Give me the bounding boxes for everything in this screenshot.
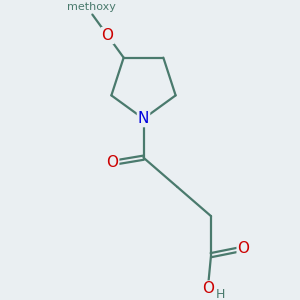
Text: N: N — [138, 111, 149, 126]
Text: methoxy: methoxy — [67, 2, 116, 12]
Text: O: O — [102, 28, 114, 43]
Text: O: O — [106, 155, 118, 170]
Text: O: O — [202, 281, 214, 296]
Text: O: O — [238, 241, 250, 256]
Text: H: H — [216, 288, 226, 300]
